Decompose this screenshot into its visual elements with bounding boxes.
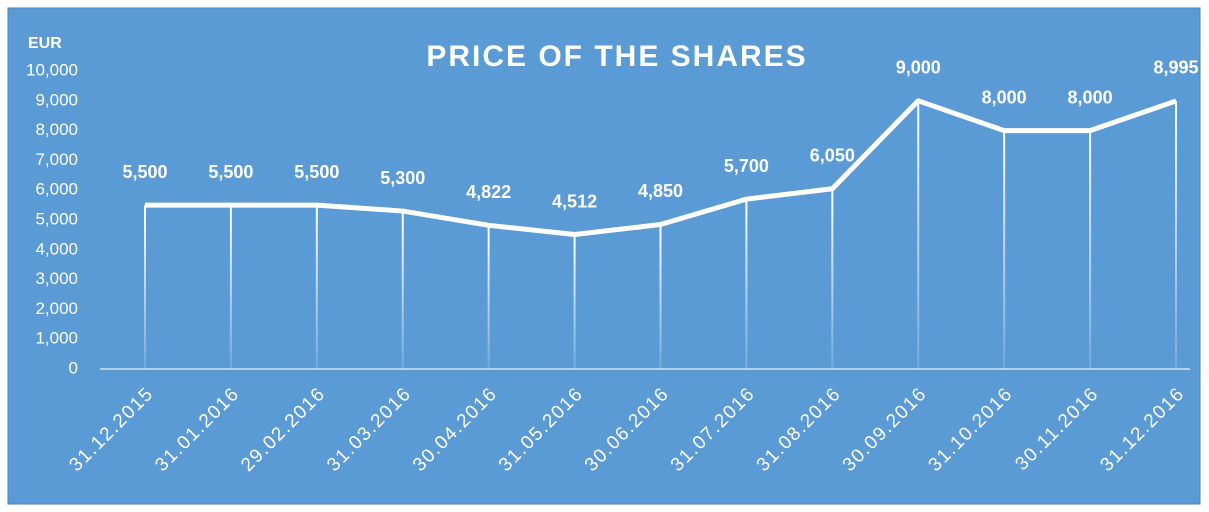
series-line <box>145 98 1177 238</box>
drop-line <box>1003 130 1006 369</box>
drop-line <box>831 188 834 369</box>
data-label: 5,300 <box>380 168 425 188</box>
drop-line <box>917 100 920 370</box>
y-tick-label: 6,000 <box>35 180 78 199</box>
drop-line <box>659 224 662 369</box>
data-label: 8,000 <box>982 87 1027 107</box>
y-tick-label: 10,000 <box>26 60 78 79</box>
drop-line <box>315 205 318 369</box>
data-label: 8,995 <box>1153 58 1198 78</box>
data-label: 4,850 <box>638 181 683 201</box>
y-tick-label: 7,000 <box>35 150 78 169</box>
data-label: 5,700 <box>724 156 769 176</box>
y-tick-label: 0 <box>69 358 78 377</box>
drop-line <box>487 225 490 369</box>
drop-line <box>745 199 748 369</box>
data-label: 4,822 <box>466 182 511 202</box>
y-tick-label: 3,000 <box>35 269 78 288</box>
drop-line <box>229 205 232 369</box>
y-tick-label: 4,000 <box>35 239 78 258</box>
data-label: 4,512 <box>552 191 597 211</box>
drop-line <box>1089 130 1092 369</box>
y-tick-label: 1,000 <box>35 329 78 348</box>
y-tick-label: 2,000 <box>35 299 78 318</box>
drop-line <box>1175 100 1177 369</box>
data-label: 8,000 <box>1068 87 1113 107</box>
y-tick-label: 8,000 <box>35 120 78 139</box>
chart-background <box>7 7 1201 505</box>
data-label: 5,500 <box>294 162 339 182</box>
drop-line <box>573 234 576 369</box>
chart-title: PRICE OF THE SHARES <box>426 40 807 73</box>
drop-line <box>144 205 146 369</box>
y-tick-label: 9,000 <box>35 90 78 109</box>
data-label: 9,000 <box>896 58 941 78</box>
drop-line <box>401 211 404 369</box>
data-label: 5,500 <box>122 162 167 182</box>
data-label: 6,050 <box>810 145 855 165</box>
y-tick-label: 5,000 <box>35 209 78 228</box>
y-axis-label: EUR <box>28 35 62 52</box>
data-label: 5,500 <box>208 162 253 182</box>
